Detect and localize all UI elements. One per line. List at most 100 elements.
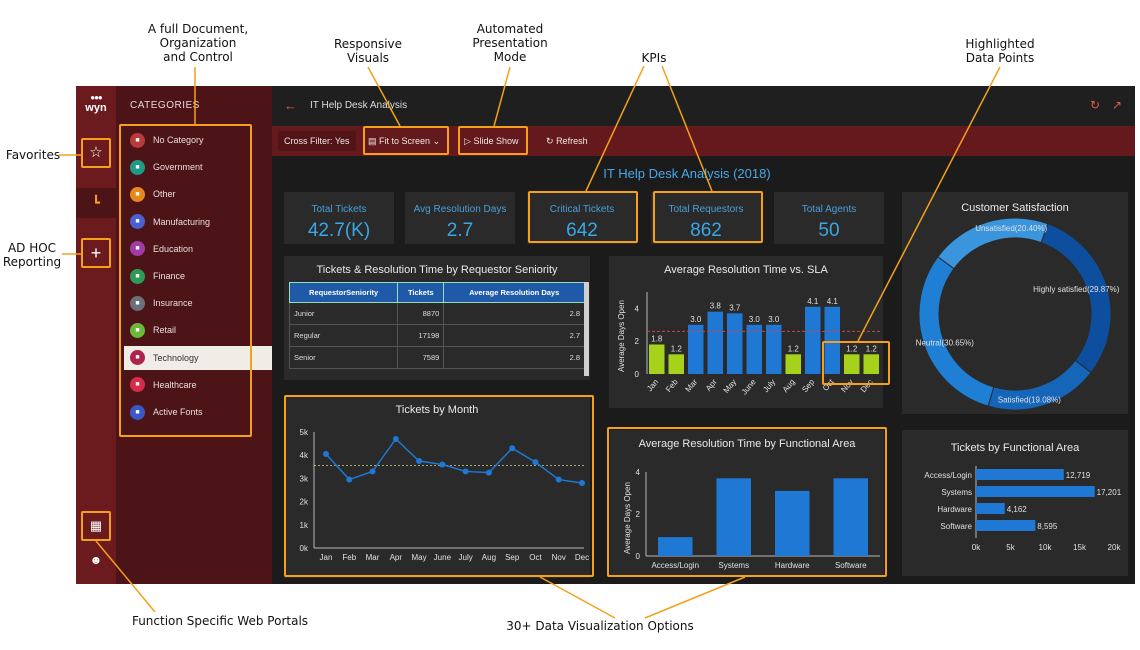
seniority-table: RequestorSeniority Tickets Average Resolut…: [288, 282, 585, 369]
table-scrollbar[interactable]: [584, 282, 589, 376]
satisfaction-donut-chart: Highly satisfied(29.87%) Satisfied(19.08%…: [916, 217, 1120, 411]
fit-to-screen-dropdown[interactable]: ▤ Fit to Screen ⌄: [362, 131, 446, 151]
bar-value-label: 8,595: [1037, 522, 1058, 531]
donut-slice-label: Unsatisfied(20.40%): [975, 224, 1047, 233]
x-tick-label: Feb: [342, 553, 356, 562]
line-point[interactable]: [579, 480, 585, 487]
reload-icon[interactable]: ↻: [1090, 98, 1101, 112]
add-plus-icon[interactable]: +: [90, 243, 102, 263]
user-icon[interactable]: ☻: [89, 553, 103, 567]
category-item-active-fonts[interactable]: ■ Active Fonts: [124, 400, 272, 424]
medical-icon: ■: [130, 377, 145, 393]
functional-time-bar[interactable]: [775, 490, 810, 556]
table-row[interactable]: Regular 17198 2.7: [288, 324, 585, 347]
line-point[interactable]: [509, 445, 516, 452]
portals-grid-icon[interactable]: ▦: [89, 518, 103, 533]
functional-tickets-bar[interactable]: [976, 503, 1005, 514]
x-tick-label: Apr: [390, 553, 403, 562]
category-item-finance[interactable]: ■ Finance: [124, 264, 272, 288]
functional-tickets-bar[interactable]: [976, 520, 1036, 531]
sla-bar[interactable]: [863, 354, 880, 374]
category-label: Active Fonts: [153, 407, 203, 417]
line-point[interactable]: [532, 459, 539, 466]
x-tick-label: Access/Login: [651, 561, 699, 570]
line-point[interactable]: [555, 476, 562, 483]
kpi-value: 862: [690, 220, 722, 241]
category-item-manufacturing[interactable]: ■ Manufacturing: [124, 210, 272, 234]
functional-time-bar[interactable]: [658, 537, 693, 556]
callout-responsive-visuals: Responsive Visuals: [333, 37, 403, 65]
sla-bar[interactable]: [688, 324, 704, 374]
line-point[interactable]: [369, 468, 376, 475]
category-item-technology[interactable]: ■ Technology: [124, 345, 272, 370]
y-tick-label: Systems: [941, 488, 972, 497]
highlight-categories: [119, 124, 252, 437]
category-item-other[interactable]: ■ Other: [124, 182, 272, 206]
favorites-star-icon[interactable]: ☆: [89, 144, 103, 161]
line-point[interactable]: [439, 461, 446, 468]
sla-bar[interactable]: [707, 311, 724, 374]
categories-panel: CATEGORIES ■ No Category ■ Government ■ Other…: [116, 86, 272, 584]
tickets-month-title: Tickets by Month: [395, 404, 479, 416]
rail-tab-documents[interactable]: [76, 188, 116, 218]
x-tick-label: Aug: [781, 378, 797, 395]
table-cell: 7589: [397, 346, 445, 369]
y-tick-label: 2: [635, 337, 640, 346]
line-point[interactable]: [485, 469, 492, 476]
y-tick-label: 0k: [300, 544, 309, 553]
x-tick-label: 10k: [1039, 543, 1053, 552]
table-cell: Senior: [288, 346, 399, 369]
refresh-button[interactable]: ↻ Refresh: [540, 131, 594, 151]
functional-time-bar[interactable]: [716, 478, 752, 556]
table-row[interactable]: Senior 7589 2.8: [288, 346, 585, 369]
sla-data-label: 3.0: [690, 315, 702, 324]
folder-icon: ■: [130, 132, 145, 148]
sla-data-label: 1.2: [866, 344, 878, 353]
category-item-insurance[interactable]: ■ Insurance: [124, 291, 272, 315]
back-arrow-icon[interactable]: ←: [284, 98, 297, 113]
category-item-healthcare[interactable]: ■ Healthcare: [124, 373, 272, 397]
table-header-cell[interactable]: Average Resolution Days: [443, 282, 585, 303]
open-external-icon[interactable]: ↗: [1112, 98, 1123, 112]
x-tick-label: Feb: [664, 377, 680, 394]
functional-tickets-bar[interactable]: [976, 469, 1064, 480]
sla-bar[interactable]: [785, 354, 802, 374]
line-point[interactable]: [416, 458, 423, 464]
line-point[interactable]: [323, 451, 329, 458]
slide-show-button[interactable]: ▷ Slide Show: [458, 131, 524, 151]
table-header-cell[interactable]: RequestorSeniority: [288, 282, 399, 303]
x-tick-label: Sep: [800, 377, 816, 394]
line-point[interactable]: [346, 476, 353, 483]
category-item-education[interactable]: ■ Education: [124, 237, 272, 261]
highlight-add: [81, 238, 111, 268]
sla-bar[interactable]: [746, 324, 763, 374]
cross-filter-button[interactable]: Cross Filter: Yes: [278, 131, 356, 151]
category-label: Retail: [153, 325, 177, 336]
sla-bar[interactable]: [668, 354, 685, 374]
sla-bar[interactable]: [844, 354, 860, 374]
donut-slice[interactable]: [918, 256, 995, 407]
hierarchy-icon[interactable]: ┗: [92, 195, 100, 210]
sla-bar[interactable]: [824, 306, 841, 374]
functional-tickets-bar[interactable]: [976, 486, 1095, 497]
line-point[interactable]: [462, 468, 469, 475]
line-point[interactable]: [392, 435, 399, 442]
x-tick-label: June: [740, 377, 758, 396]
table-header-cell[interactable]: Tickets: [397, 282, 445, 303]
table-row[interactable]: Junior 8870 2.8: [288, 302, 585, 325]
category-item-retail[interactable]: ■ Retail: [124, 318, 272, 342]
sla-bar[interactable]: [805, 306, 821, 374]
category-item-government[interactable]: ■ Government: [124, 155, 272, 179]
donut-slice[interactable]: [1040, 223, 1112, 374]
refresh-label: Refresh: [556, 136, 588, 146]
sla-bar[interactable]: [649, 344, 665, 374]
callout-kpis: KPIs: [641, 51, 667, 65]
bar-value-label: 12,719: [1066, 471, 1091, 480]
x-tick-label: Oct: [529, 553, 542, 562]
sla-bar[interactable]: [727, 313, 743, 374]
sla-chart-title: Average Resolution Time vs. SLA: [664, 264, 828, 276]
seniority-table-panel: Tickets & Resolution Time by Requestor S…: [284, 256, 590, 380]
category-item-no-category[interactable]: ■ No Category: [124, 128, 272, 152]
sla-bar[interactable]: [766, 324, 782, 374]
functional-time-bar[interactable]: [833, 478, 869, 556]
